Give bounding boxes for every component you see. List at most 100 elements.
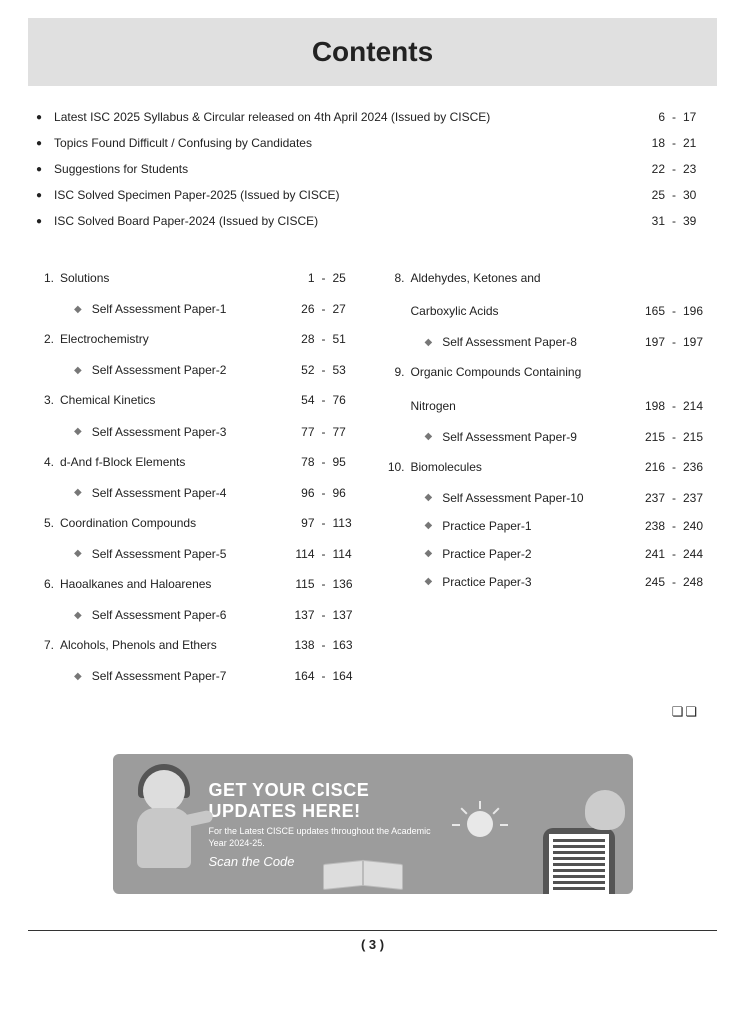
chapter-number: 10. — [387, 458, 411, 477]
bullet-icon: ● — [36, 216, 42, 227]
chapter-row: 8.Aldehydes, Ketones and — [387, 262, 710, 295]
diamond-icon: ◆ — [74, 304, 82, 315]
subitem-title: Self Assessment Paper-3 — [92, 425, 285, 439]
subitem-row: ◆Self Assessment Paper-377-77 — [36, 418, 359, 446]
title-bar: Contents — [28, 18, 717, 86]
page-range: 138-163 — [285, 636, 359, 655]
page-range: 77-77 — [285, 425, 359, 439]
page-range: 97-113 — [285, 514, 359, 533]
subitem-row: ◆Self Assessment Paper-5114-114 — [36, 540, 359, 568]
page-range: 215-215 — [635, 430, 709, 444]
chapter-title: Carboxylic Acids — [411, 302, 636, 321]
page-range: 1-25 — [285, 269, 359, 288]
subitem-title: Self Assessment Paper-6 — [92, 608, 285, 622]
diamond-icon: ◆ — [74, 487, 82, 498]
diamond-icon: ◆ — [425, 431, 433, 442]
page-range: 114-114 — [285, 547, 359, 561]
chapter-number: 2. — [36, 330, 60, 349]
bullet-icon: ● — [36, 138, 42, 149]
chapter-title: Aldehydes, Ketones and — [411, 269, 636, 288]
chapter-row: 1.Solutions1-25 — [36, 262, 359, 295]
diamond-icon: ◆ — [425, 576, 433, 587]
page-range: 26-27 — [285, 302, 359, 316]
subitem-title: Self Assessment Paper-5 — [92, 547, 285, 561]
page-range: 96-96 — [285, 486, 359, 500]
page-range: 28-51 — [285, 330, 359, 349]
book-illustration — [323, 858, 403, 888]
front-matter-item: ● Topics Found Difficult / Confusing by C… — [36, 130, 709, 156]
end-ornament: ❏❏ — [28, 704, 699, 720]
subitem-title: Practice Paper-2 — [442, 547, 635, 561]
chapter-number: 7. — [36, 636, 60, 655]
subitem-row: ◆Practice Paper-3245-248 — [387, 568, 710, 596]
front-matter-text: Topics Found Difficult / Confusing by Ca… — [54, 136, 635, 150]
chapter-title-continuation: Carboxylic Acids165-196 — [387, 295, 710, 328]
diamond-icon: ◆ — [425, 492, 433, 503]
front-matter-item: ●Suggestions for Students22-23 — [36, 156, 709, 182]
front-matter-item: ● ISC Solved Board Paper-2024 (Issued by … — [36, 208, 709, 234]
page-range: 52-53 — [285, 363, 359, 377]
page-range: 6-17 — [635, 110, 709, 124]
subitem-row: ◆ Self Assessment Paper-9215-215 — [387, 423, 710, 451]
chapters-right-column: 8.Aldehydes, Ketones andCarboxylic Acids… — [387, 262, 710, 690]
diamond-icon: ◆ — [74, 671, 82, 682]
page-range: 137-137 — [285, 608, 359, 622]
page-range: 115-136 — [285, 575, 359, 594]
page-range: 238-240 — [635, 519, 709, 533]
bullet-icon: ● — [36, 164, 42, 175]
front-matter-text: ISC Solved Board Paper-2024 (Issued by C… — [54, 214, 635, 228]
page-range: 22-23 — [635, 162, 709, 176]
chapter-title: d-And f-Block Elements — [60, 453, 285, 472]
chapter-row: 5.Coordination Compounds97-113 — [36, 507, 359, 540]
subitem-row: ◆ Self Assessment Paper-10237-237 — [387, 484, 710, 512]
page-number: ( 3 ) — [28, 937, 717, 952]
subitem-title: Self Assessment Paper-9 — [442, 430, 635, 444]
page-range: 78-95 — [285, 453, 359, 472]
subitem-row: ◆Self Assessment Paper-8197-197 — [387, 328, 710, 356]
page-range: 197-197 — [635, 335, 709, 349]
chapter-number: 1. — [36, 269, 60, 288]
chapter-number: 6. — [36, 575, 60, 594]
chapter-row: 9.Organic Compounds Containing — [387, 356, 710, 389]
chapter-row: 3.Chemical Kinetics54-76 — [36, 384, 359, 417]
chapter-title: Coordination Compounds — [60, 514, 285, 533]
chapter-title: Organic Compounds Containing — [411, 363, 636, 382]
subitem-row: ◆Self Assessment Paper-6137-137 — [36, 601, 359, 629]
page-range: 18-21 — [635, 136, 709, 150]
page-range: 237-237 — [635, 491, 709, 505]
qr-code — [549, 834, 609, 894]
banner-text: GET YOUR CISCE UPDATES HERE! For the Lat… — [203, 780, 449, 868]
lightbulb-icon — [459, 803, 501, 845]
subitem-row: ◆Practice Paper-2241-244 — [387, 540, 710, 568]
page-range: 164-164 — [285, 669, 359, 683]
diamond-icon: ◆ — [425, 520, 433, 531]
chapter-number: 8. — [387, 269, 411, 288]
chapter-row: 6.Haoalkanes and Haloarenes115-136 — [36, 568, 359, 601]
front-matter-item: ● Latest ISC 2025 Syllabus & Circular rel… — [36, 104, 709, 130]
chapter-number: 9. — [387, 363, 411, 382]
front-matter-list: ● Latest ISC 2025 Syllabus & Circular rel… — [36, 104, 709, 234]
bullet-icon: ● — [36, 112, 42, 123]
chapter-title: Alcohols, Phenols and Ethers — [60, 636, 285, 655]
subitem-title: Self Assessment Paper-2 — [92, 363, 285, 377]
chapter-title: Nitrogen — [411, 397, 636, 416]
subitem-title: Self Assessment Paper-10 — [442, 491, 635, 505]
chapter-title-continuation: Nitrogen198-214 — [387, 390, 710, 423]
page-range: 198-214 — [635, 397, 709, 416]
page-range: 241-244 — [635, 547, 709, 561]
page-range: 216-236 — [635, 458, 709, 477]
chapter-number: 5. — [36, 514, 60, 533]
page-range: 54-76 — [285, 391, 359, 410]
banner-headline-1: GET YOUR CISCE — [209, 780, 449, 801]
chapter-title: Biomolecules — [411, 458, 636, 477]
chapter-row: 2.Electrochemistry28-51 — [36, 323, 359, 356]
front-matter-text: Latest ISC 2025 Syllabus & Circular rele… — [54, 110, 635, 124]
subitem-row: ◆Self Assessment Paper-496-96 — [36, 479, 359, 507]
person-illustration — [125, 764, 203, 884]
front-matter-item: ●ISC Solved Specimen Paper-2025 (Issued … — [36, 182, 709, 208]
page-range: 25-30 — [635, 188, 709, 202]
front-matter-text: ISC Solved Specimen Paper-2025 (Issued b… — [54, 188, 635, 202]
chapters-left-column: 1.Solutions1-25◆Self Assessment Paper-12… — [36, 262, 359, 690]
diamond-icon: ◆ — [74, 365, 82, 376]
subitem-title: Self Assessment Paper-7 — [92, 669, 285, 683]
